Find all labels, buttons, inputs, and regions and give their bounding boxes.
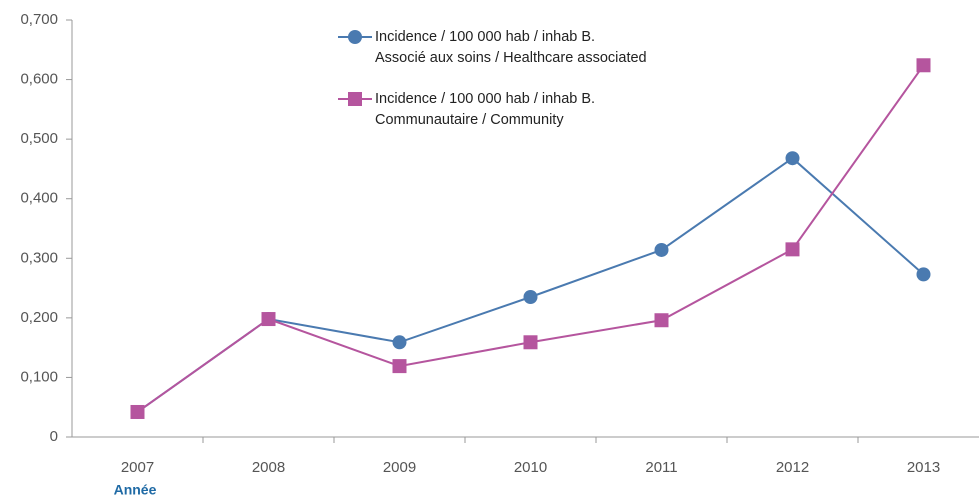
y-tick-label: 0,200 (20, 309, 58, 326)
y-tick-label: 0,700 (20, 11, 58, 28)
legend-label: Incidence / 100 000 hab / inhab B. Assoc… (375, 29, 647, 66)
x-tick-label: 2010 (514, 459, 547, 476)
data-point (130, 404, 145, 419)
legend-marker (348, 92, 362, 106)
data-point (261, 312, 276, 327)
x-axis-label: Année (114, 482, 157, 498)
y-tick-label: 0,300 (20, 249, 58, 266)
x-tick-label: 2007 (121, 459, 154, 476)
y-tick-label: 0,500 (20, 130, 58, 147)
data-point (392, 335, 407, 350)
data-point (654, 313, 669, 328)
legend-marker (348, 30, 362, 44)
legend-label: Incidence / 100 000 hab / inhab B. Commu… (375, 91, 596, 128)
data-point (392, 359, 407, 374)
y-tick-label: 0,400 (20, 190, 58, 207)
x-tick-label: 2012 (776, 459, 809, 476)
data-point (523, 290, 538, 305)
data-point (523, 335, 538, 350)
data-point (785, 151, 800, 166)
x-tick-label: 2008 (252, 459, 285, 476)
x-tick-label: 2011 (645, 459, 677, 476)
y-tick-label: 0,600 (20, 71, 58, 88)
data-point (785, 242, 800, 257)
data-point (916, 58, 931, 73)
x-tick-label: 2013 (907, 459, 940, 476)
x-tick-label: 2009 (383, 459, 416, 476)
y-tick-label: 0,100 (20, 368, 58, 385)
y-tick-label: 0 (50, 428, 58, 445)
data-point (654, 242, 669, 257)
data-point (916, 267, 931, 282)
series-line (136, 156, 925, 413)
